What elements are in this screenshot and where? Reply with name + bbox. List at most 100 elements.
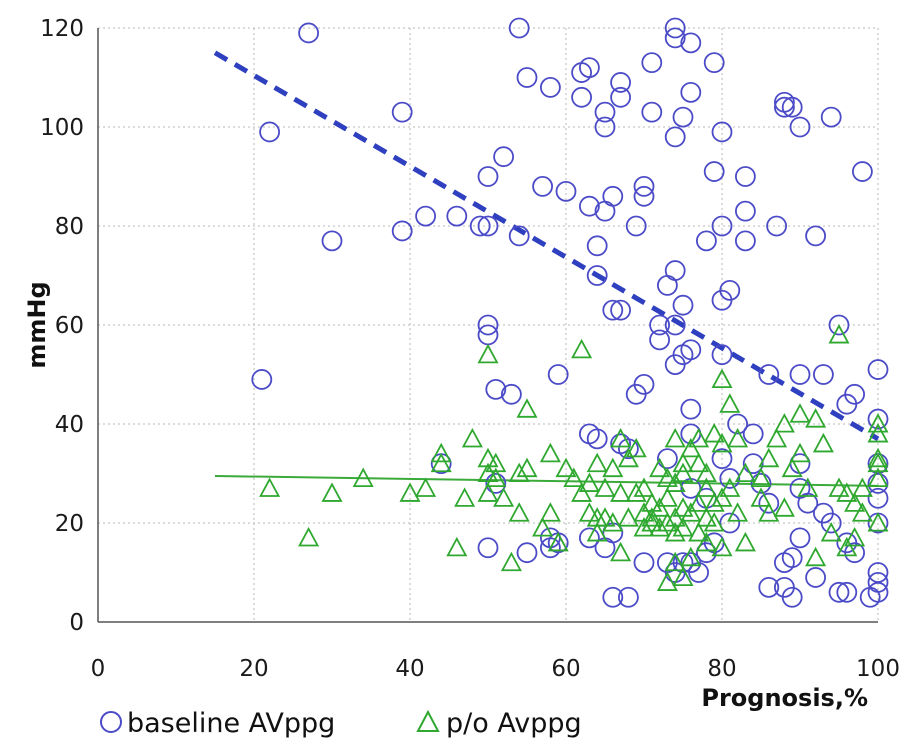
postop-point <box>672 452 694 473</box>
postop-point <box>851 477 873 497</box>
baseline-point <box>844 542 865 564</box>
baseline-point <box>844 383 865 405</box>
postop-point <box>415 477 437 497</box>
baseline-point <box>828 581 850 603</box>
postop-point <box>867 423 889 443</box>
baseline-point <box>813 502 834 524</box>
baseline-point <box>735 230 756 252</box>
data-points <box>251 17 889 608</box>
baseline-point <box>774 96 795 118</box>
baseline-point <box>391 101 413 123</box>
postop-point <box>680 502 702 522</box>
baseline-point <box>477 537 499 559</box>
baseline-point <box>664 260 686 281</box>
baseline-point <box>469 215 491 237</box>
postop-point <box>805 546 827 567</box>
baseline-point <box>579 57 600 78</box>
baseline-point <box>867 472 889 494</box>
postop-point <box>610 482 632 502</box>
baseline-point <box>664 17 686 39</box>
postop-point <box>477 462 499 483</box>
x-tick-label: 60 <box>551 656 580 682</box>
y-tick-label: 20 <box>55 511 84 537</box>
baseline-point <box>649 329 670 351</box>
postop-point <box>539 442 561 463</box>
baseline-point <box>540 77 561 98</box>
baseline-point <box>867 359 889 380</box>
postop-point <box>477 343 499 364</box>
postop-point <box>555 457 577 478</box>
postop-point <box>750 487 772 507</box>
baseline-point <box>602 299 624 321</box>
postop-point <box>610 427 632 448</box>
baseline-point <box>672 106 694 128</box>
baseline-point <box>789 116 811 138</box>
baseline-point <box>594 116 616 138</box>
postop-point <box>758 447 780 468</box>
postop-point <box>477 482 499 502</box>
baseline-point <box>610 433 631 455</box>
postop-point <box>586 452 608 473</box>
postop-point <box>641 507 663 527</box>
x-tick-label: 80 <box>707 656 736 682</box>
postop-point <box>695 531 717 552</box>
baseline-point <box>680 81 702 103</box>
y-tick-label: 100 <box>40 115 84 141</box>
baseline-point <box>446 205 468 227</box>
postop-point <box>594 477 616 497</box>
baseline-point <box>805 225 826 247</box>
baseline-point <box>859 586 881 608</box>
postop-point <box>547 531 569 552</box>
y-tick-label: 40 <box>55 412 84 438</box>
postop-point <box>633 502 655 522</box>
baseline-point <box>610 72 631 93</box>
x-tick-label: 20 <box>239 656 268 682</box>
postop-point <box>493 487 515 507</box>
postop-point <box>625 482 647 502</box>
baseline-point <box>836 581 858 603</box>
baseline-point <box>789 364 811 385</box>
postop-point <box>617 447 639 468</box>
postop-point <box>539 502 561 522</box>
baseline-point <box>391 220 413 242</box>
legend-item-baseline: baseline AVppg <box>100 708 335 739</box>
postop-point <box>454 487 476 507</box>
baseline-point <box>766 215 787 237</box>
legend-label-baseline: baseline AVppg <box>127 708 335 739</box>
baseline-point <box>493 146 515 168</box>
baseline-point <box>547 364 569 385</box>
baseline-point <box>781 547 803 569</box>
baseline-point <box>680 32 702 54</box>
postop-point <box>766 427 788 448</box>
baseline-point <box>805 567 826 588</box>
baseline-point <box>516 67 538 88</box>
postop-point <box>602 512 624 532</box>
baseline-point <box>477 215 499 237</box>
trendlines <box>213 50 880 487</box>
baseline-point <box>618 586 639 608</box>
trendline-postop <box>214 474 879 487</box>
postop-point <box>672 462 694 483</box>
postop-point <box>656 467 678 488</box>
legend-item-postop: p/o Avppg <box>416 708 582 739</box>
baseline-point <box>680 398 702 420</box>
postop-point <box>867 512 889 532</box>
postop-point <box>703 492 725 512</box>
postop-point <box>352 467 374 488</box>
baseline-point <box>649 314 670 336</box>
postop-point <box>750 467 772 488</box>
postop-point <box>789 403 811 423</box>
postop-point <box>633 477 655 497</box>
baseline-point <box>758 364 780 385</box>
baseline-point <box>664 126 686 148</box>
y-tick-label: 60 <box>55 313 84 339</box>
postop-point <box>649 457 671 478</box>
postop-point <box>805 408 827 428</box>
postop-point <box>703 512 725 532</box>
baseline-point <box>555 180 577 202</box>
baseline-point <box>586 428 608 450</box>
postop-point <box>828 324 850 344</box>
baseline-point <box>742 453 764 475</box>
legend: baseline AVppg p/o Avppg <box>100 708 582 739</box>
